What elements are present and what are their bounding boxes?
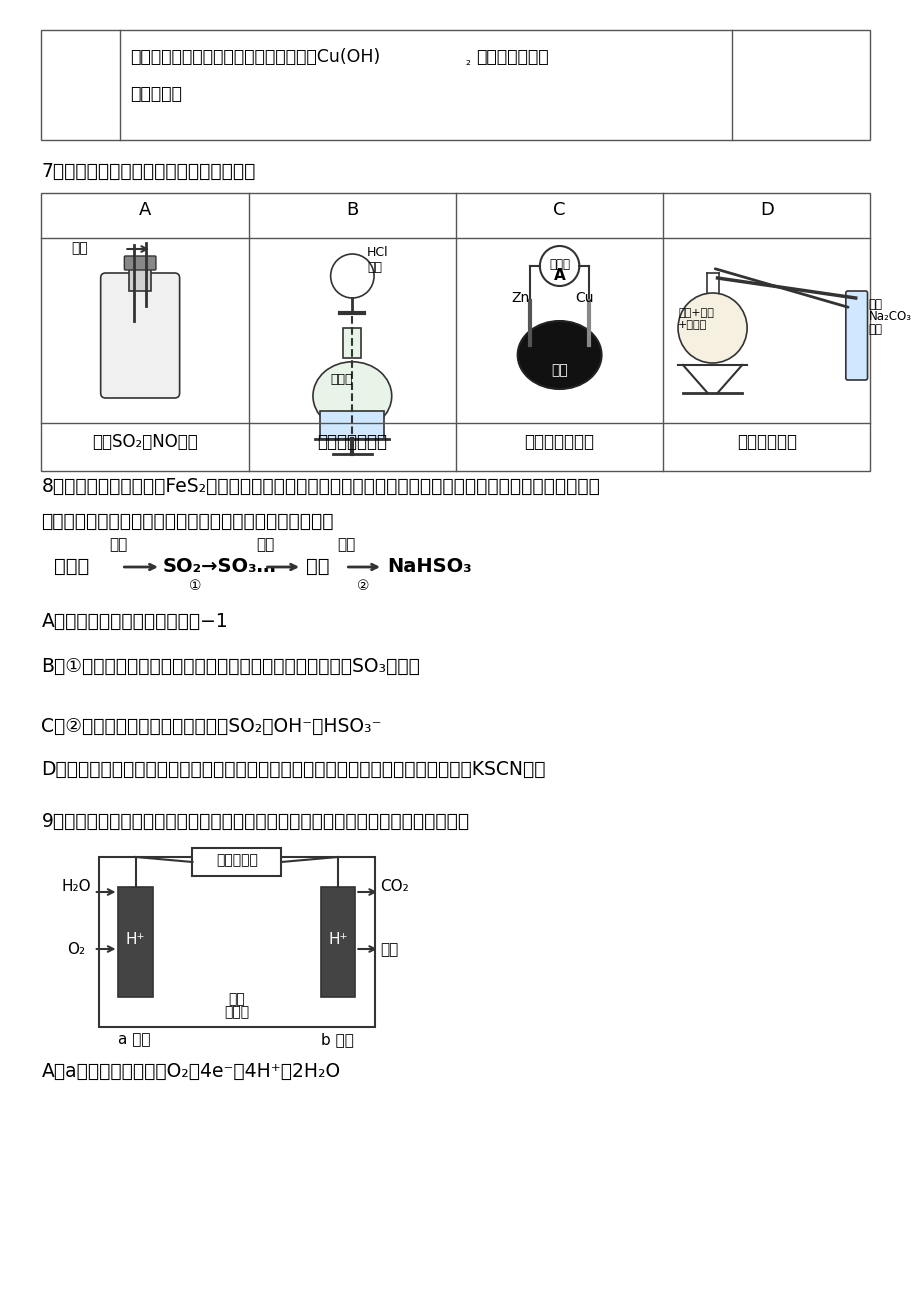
Text: 7．下列实验操作或装置不能达到目的的是: 7．下列实验操作或装置不能达到目的的是	[41, 161, 255, 181]
FancyBboxPatch shape	[192, 848, 281, 876]
Text: 煅烧: 煅烧	[109, 536, 128, 552]
Text: 能出现喷泉现象: 能出现喷泉现象	[317, 434, 387, 450]
FancyBboxPatch shape	[124, 256, 155, 270]
Text: 气体: 气体	[71, 241, 87, 255]
Text: 乙醇+乙酸: 乙醇+乙酸	[677, 309, 713, 318]
Text: 尾气: 尾气	[306, 557, 329, 575]
FancyBboxPatch shape	[119, 887, 153, 997]
Text: ②: ②	[357, 579, 369, 592]
Text: H₂O: H₂O	[62, 879, 91, 894]
Text: 并加热，未出现: 并加热，未出现	[475, 48, 548, 66]
FancyBboxPatch shape	[845, 292, 867, 380]
FancyBboxPatch shape	[100, 273, 179, 398]
Text: 番茄: 番茄	[550, 363, 567, 378]
Text: Na₂CO₃: Na₂CO₃	[868, 310, 911, 323]
Text: 稀氨水: 稀氨水	[330, 372, 353, 385]
FancyBboxPatch shape	[41, 30, 869, 141]
Text: 溶液: 溶液	[868, 323, 881, 336]
Text: A: A	[139, 201, 151, 219]
Text: 收集SO₂或NO气体: 收集SO₂或NO气体	[92, 434, 198, 450]
Circle shape	[677, 293, 746, 363]
Text: 砖红色沉淀: 砖红色沉淀	[130, 85, 182, 103]
Text: +浓硫酸: +浓硫酸	[677, 320, 707, 329]
Text: 电流表指针偏转: 电流表指针偏转	[524, 434, 594, 450]
Text: 9．如图所示是一种基于酸性燃料电池原理设计的酒精检测仪。下列有关说法错误的是: 9．如图所示是一种基于酸性燃料电池原理设计的酒精检测仪。下列有关说法错误的是	[41, 812, 469, 831]
FancyBboxPatch shape	[343, 328, 361, 358]
Text: Zn: Zn	[510, 292, 528, 305]
Text: A: A	[553, 268, 565, 283]
Text: HCl: HCl	[367, 246, 389, 259]
Text: a 电极: a 电极	[119, 1032, 151, 1047]
FancyBboxPatch shape	[321, 887, 355, 997]
FancyBboxPatch shape	[320, 411, 384, 439]
FancyBboxPatch shape	[130, 263, 151, 292]
Text: D: D	[759, 201, 773, 219]
Text: 气体: 气体	[367, 260, 381, 273]
Text: 饱和: 饱和	[868, 298, 881, 311]
Text: 充分后冷却溶液，向其中加入少量新制的Cu(OH): 充分后冷却溶液，向其中加入少量新制的Cu(OH)	[130, 48, 380, 66]
FancyBboxPatch shape	[41, 193, 869, 471]
Text: 电流表: 电流表	[549, 258, 570, 271]
Text: NaHSO₃: NaHSO₃	[387, 557, 471, 575]
Text: 制备乙酸乙酯: 制备乙酸乙酯	[736, 434, 796, 450]
Text: 信号处理器: 信号处理器	[216, 853, 257, 867]
Text: C: C	[552, 201, 565, 219]
Text: H⁺: H⁺	[328, 932, 347, 947]
Text: 污染。其中某部分流程如下图所示。下列有关说法错误的是: 污染。其中某部分流程如下图所示。下列有关说法错误的是	[41, 512, 334, 531]
Text: D．黄铁矿煅烧的固体产物是铁的氧化物，检验其中是否含有三价铁的试剂是：硝酸，KSCN溶液: D．黄铁矿煅烧的固体产物是铁的氧化物，检验其中是否含有三价铁的试剂是：硝酸，KS…	[41, 760, 545, 779]
Text: ①: ①	[188, 579, 200, 592]
Text: 质子: 质子	[228, 992, 245, 1006]
Text: 黄铁矿: 黄铁矿	[54, 557, 89, 575]
Text: B: B	[346, 201, 358, 219]
Circle shape	[539, 246, 579, 286]
Text: SO₂→SO₃…: SO₂→SO₃…	[163, 557, 277, 575]
Text: 烧碱: 烧碱	[337, 536, 356, 552]
Text: 交换膜: 交换膜	[224, 1005, 249, 1019]
Text: A．a电极上的反应为：O₂－4e⁻＋4H⁺＝2H₂O: A．a电极上的反应为：O₂－4e⁻＋4H⁺＝2H₂O	[41, 1062, 340, 1081]
Text: 8．以黄铁矿（主要成分FeS₂）为原料生产硫酸，应将产出的炉渣和尾气进行资源化综合利用，减轻对环境的: 8．以黄铁矿（主要成分FeS₂）为原料生产硫酸，应将产出的炉渣和尾气进行资源化综…	[41, 477, 600, 496]
Text: Cu: Cu	[574, 292, 593, 305]
Text: C．②中主要反应的离子方程式为：SO₂＋OH⁻＝HSO₃⁻: C．②中主要反应的离子方程式为：SO₂＋OH⁻＝HSO₃⁻	[41, 717, 381, 736]
Text: B．①中反应为可逆反应，可通过调控反应温度、压强等提高SO₃的产率: B．①中反应为可逆反应，可通过调控反应温度、压强等提高SO₃的产率	[41, 658, 420, 676]
Text: H⁺: H⁺	[126, 932, 145, 947]
FancyBboxPatch shape	[98, 857, 375, 1027]
Text: ₂: ₂	[465, 55, 471, 68]
Text: 吹气: 吹气	[380, 943, 398, 957]
Text: A．黄铁矿中硫元素的化合价为−1: A．黄铁矿中硫元素的化合价为−1	[41, 612, 228, 631]
Ellipse shape	[517, 322, 601, 389]
Text: O₂: O₂	[67, 943, 85, 957]
Ellipse shape	[312, 362, 391, 430]
Text: CO₂: CO₂	[380, 879, 408, 894]
Text: 制酸: 制酸	[256, 536, 275, 552]
Text: b 电极: b 电极	[321, 1032, 353, 1047]
